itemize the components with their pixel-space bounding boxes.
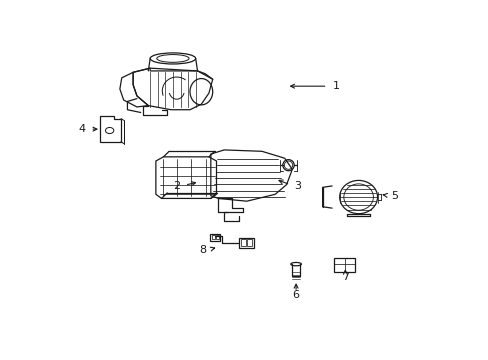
Bar [333, 258, 354, 272]
Text: 1: 1 [332, 81, 339, 91]
Bar [216, 235, 219, 239]
Text: 5: 5 [390, 191, 397, 201]
Text: 7: 7 [341, 273, 348, 283]
Text: 6: 6 [292, 291, 299, 301]
Bar [240, 239, 245, 246]
Bar [211, 235, 214, 239]
Bar [239, 238, 253, 248]
Text: 8: 8 [199, 245, 206, 255]
Bar [247, 239, 252, 246]
Text: 3: 3 [294, 181, 301, 191]
Text: 4: 4 [78, 124, 85, 134]
Bar [209, 234, 220, 240]
Text: 2: 2 [173, 181, 180, 191]
